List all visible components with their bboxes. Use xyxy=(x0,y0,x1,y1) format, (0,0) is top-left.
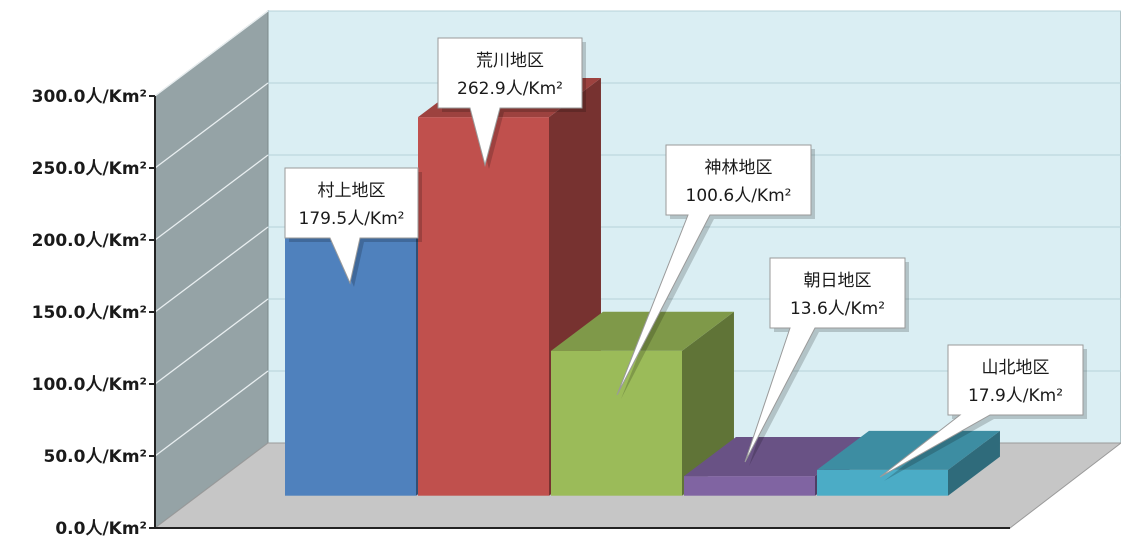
value-label: 13.6人/Km² xyxy=(790,299,885,319)
gridline-side xyxy=(154,82,269,169)
category-label: 荒川地区 xyxy=(476,51,544,71)
gridline-side xyxy=(154,154,269,241)
data-callouts: 村上地区 179.5人/Km² 荒川地区 262.9人/Km² 神林地区 100.6人/K… xyxy=(284,37,1087,481)
category-label: 山北地区 xyxy=(982,358,1050,378)
callout-box xyxy=(744,257,906,463)
y-tick-label: 100.0人/Km² xyxy=(32,375,147,395)
callout: 朝日地区 13.6人/Km² xyxy=(744,257,909,466)
y-tick-label: 300.0人/Km² xyxy=(32,87,147,107)
bar-front xyxy=(551,350,682,496)
bar-front xyxy=(817,469,948,496)
callout-box xyxy=(284,167,419,285)
gridline-side xyxy=(154,298,269,385)
category-label: 神林地区 xyxy=(705,158,773,178)
value-label: 100.6人/Km² xyxy=(686,186,792,206)
y-tick-label: 50.0人/Km² xyxy=(44,447,148,467)
callout-box xyxy=(879,344,1084,478)
bar xyxy=(817,430,1000,496)
y-tick-label: 250.0人/Km² xyxy=(32,159,147,179)
bar-front xyxy=(418,117,549,496)
gridline-side xyxy=(154,226,269,313)
y-axis: 0.0人/Km² 50.0人/Km² 100.0人/Km² 150.0人/Km² 200… xyxy=(32,87,156,539)
callout: 荒川地区 262.9人/Km² xyxy=(437,37,586,169)
y-tick-label: 0.0人/Km² xyxy=(55,519,147,539)
bar-front xyxy=(684,476,815,496)
value-label: 262.9人/Km² xyxy=(457,79,563,99)
y-tick-label: 150.0人/Km² xyxy=(32,303,147,323)
value-label: 17.9人/Km² xyxy=(968,386,1063,406)
callout: 神林地区 100.6人/Km² xyxy=(616,144,815,399)
bar-side xyxy=(948,430,1000,496)
category-label: 朝日地区 xyxy=(804,271,872,291)
callout: 山北地区 17.9人/Km² xyxy=(879,344,1087,481)
bar-top xyxy=(817,430,1000,470)
gridline-side xyxy=(154,10,269,97)
y-tick-label: 200.0人/Km² xyxy=(32,231,147,251)
value-label: 179.5人/Km² xyxy=(299,209,405,229)
callout: 村上地区 179.5人/Km² xyxy=(284,167,422,287)
callout-box xyxy=(437,37,583,167)
gridline-side xyxy=(154,370,269,457)
bar xyxy=(551,311,734,496)
bar-top xyxy=(684,437,867,477)
category-label: 村上地区 xyxy=(318,181,386,201)
callout-box xyxy=(616,144,812,396)
